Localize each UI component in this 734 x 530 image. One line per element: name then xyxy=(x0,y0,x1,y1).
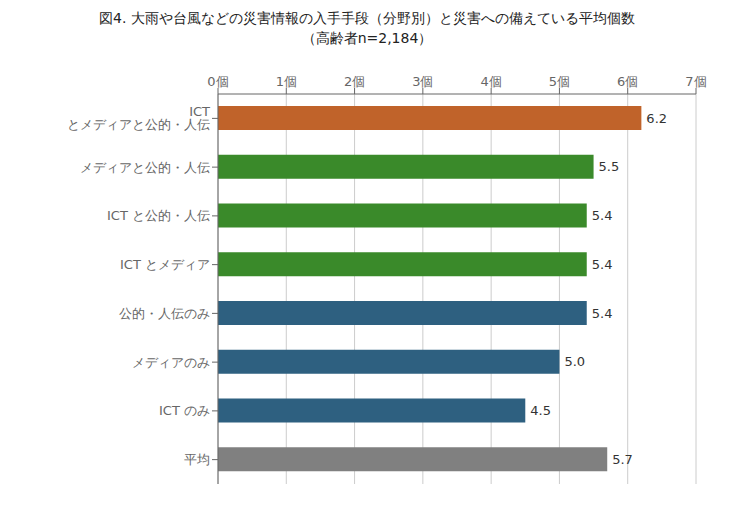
svg-text:0個: 0個 xyxy=(207,74,228,89)
svg-text:メディアのみ: メディアのみ xyxy=(132,355,210,370)
svg-text:4.5: 4.5 xyxy=(530,403,551,418)
svg-text:5.7: 5.7 xyxy=(612,452,633,467)
svg-text:ICTとメディアと公的・人伝: ICTとメディアと公的・人伝 xyxy=(67,104,210,132)
svg-text:5.4: 5.4 xyxy=(592,306,613,321)
svg-text:5.4: 5.4 xyxy=(592,208,613,223)
svg-text:メディアと公的・人伝: メディアと公的・人伝 xyxy=(80,160,210,175)
svg-text:公的・人伝のみ: 公的・人伝のみ xyxy=(119,306,210,321)
svg-text:7個: 7個 xyxy=(685,74,706,89)
html-text:（高齢者n=2,184）: （高齢者n=2,184） xyxy=(301,30,433,46)
svg-text:1個: 1個 xyxy=(276,74,297,89)
svg-text:2個: 2個 xyxy=(344,74,365,89)
svg-text:5個: 5個 xyxy=(549,74,570,89)
svg-text:ICT のみ: ICT のみ xyxy=(159,403,210,418)
svg-text:5.4: 5.4 xyxy=(592,257,613,272)
svg-text:4個: 4個 xyxy=(481,74,502,89)
svg-text:平均: 平均 xyxy=(184,452,210,467)
svg-text:5.0: 5.0 xyxy=(564,354,585,369)
svg-text:6.2: 6.2 xyxy=(646,111,667,126)
html-text:図4. 大雨や台風などの災害情報の入手手段（分野別）と災害へ: 図4. 大雨や台風などの災害情報の入手手段（分野別）と災害への備えている平均個数 xyxy=(99,10,635,26)
svg-text:3個: 3個 xyxy=(412,74,433,89)
svg-text:ICT と公的・人伝: ICT と公的・人伝 xyxy=(107,208,210,223)
svg-text:5.5: 5.5 xyxy=(599,159,620,174)
svg-text:ICT とメディア: ICT とメディア xyxy=(120,257,210,272)
svg-text:6個: 6個 xyxy=(617,74,638,89)
